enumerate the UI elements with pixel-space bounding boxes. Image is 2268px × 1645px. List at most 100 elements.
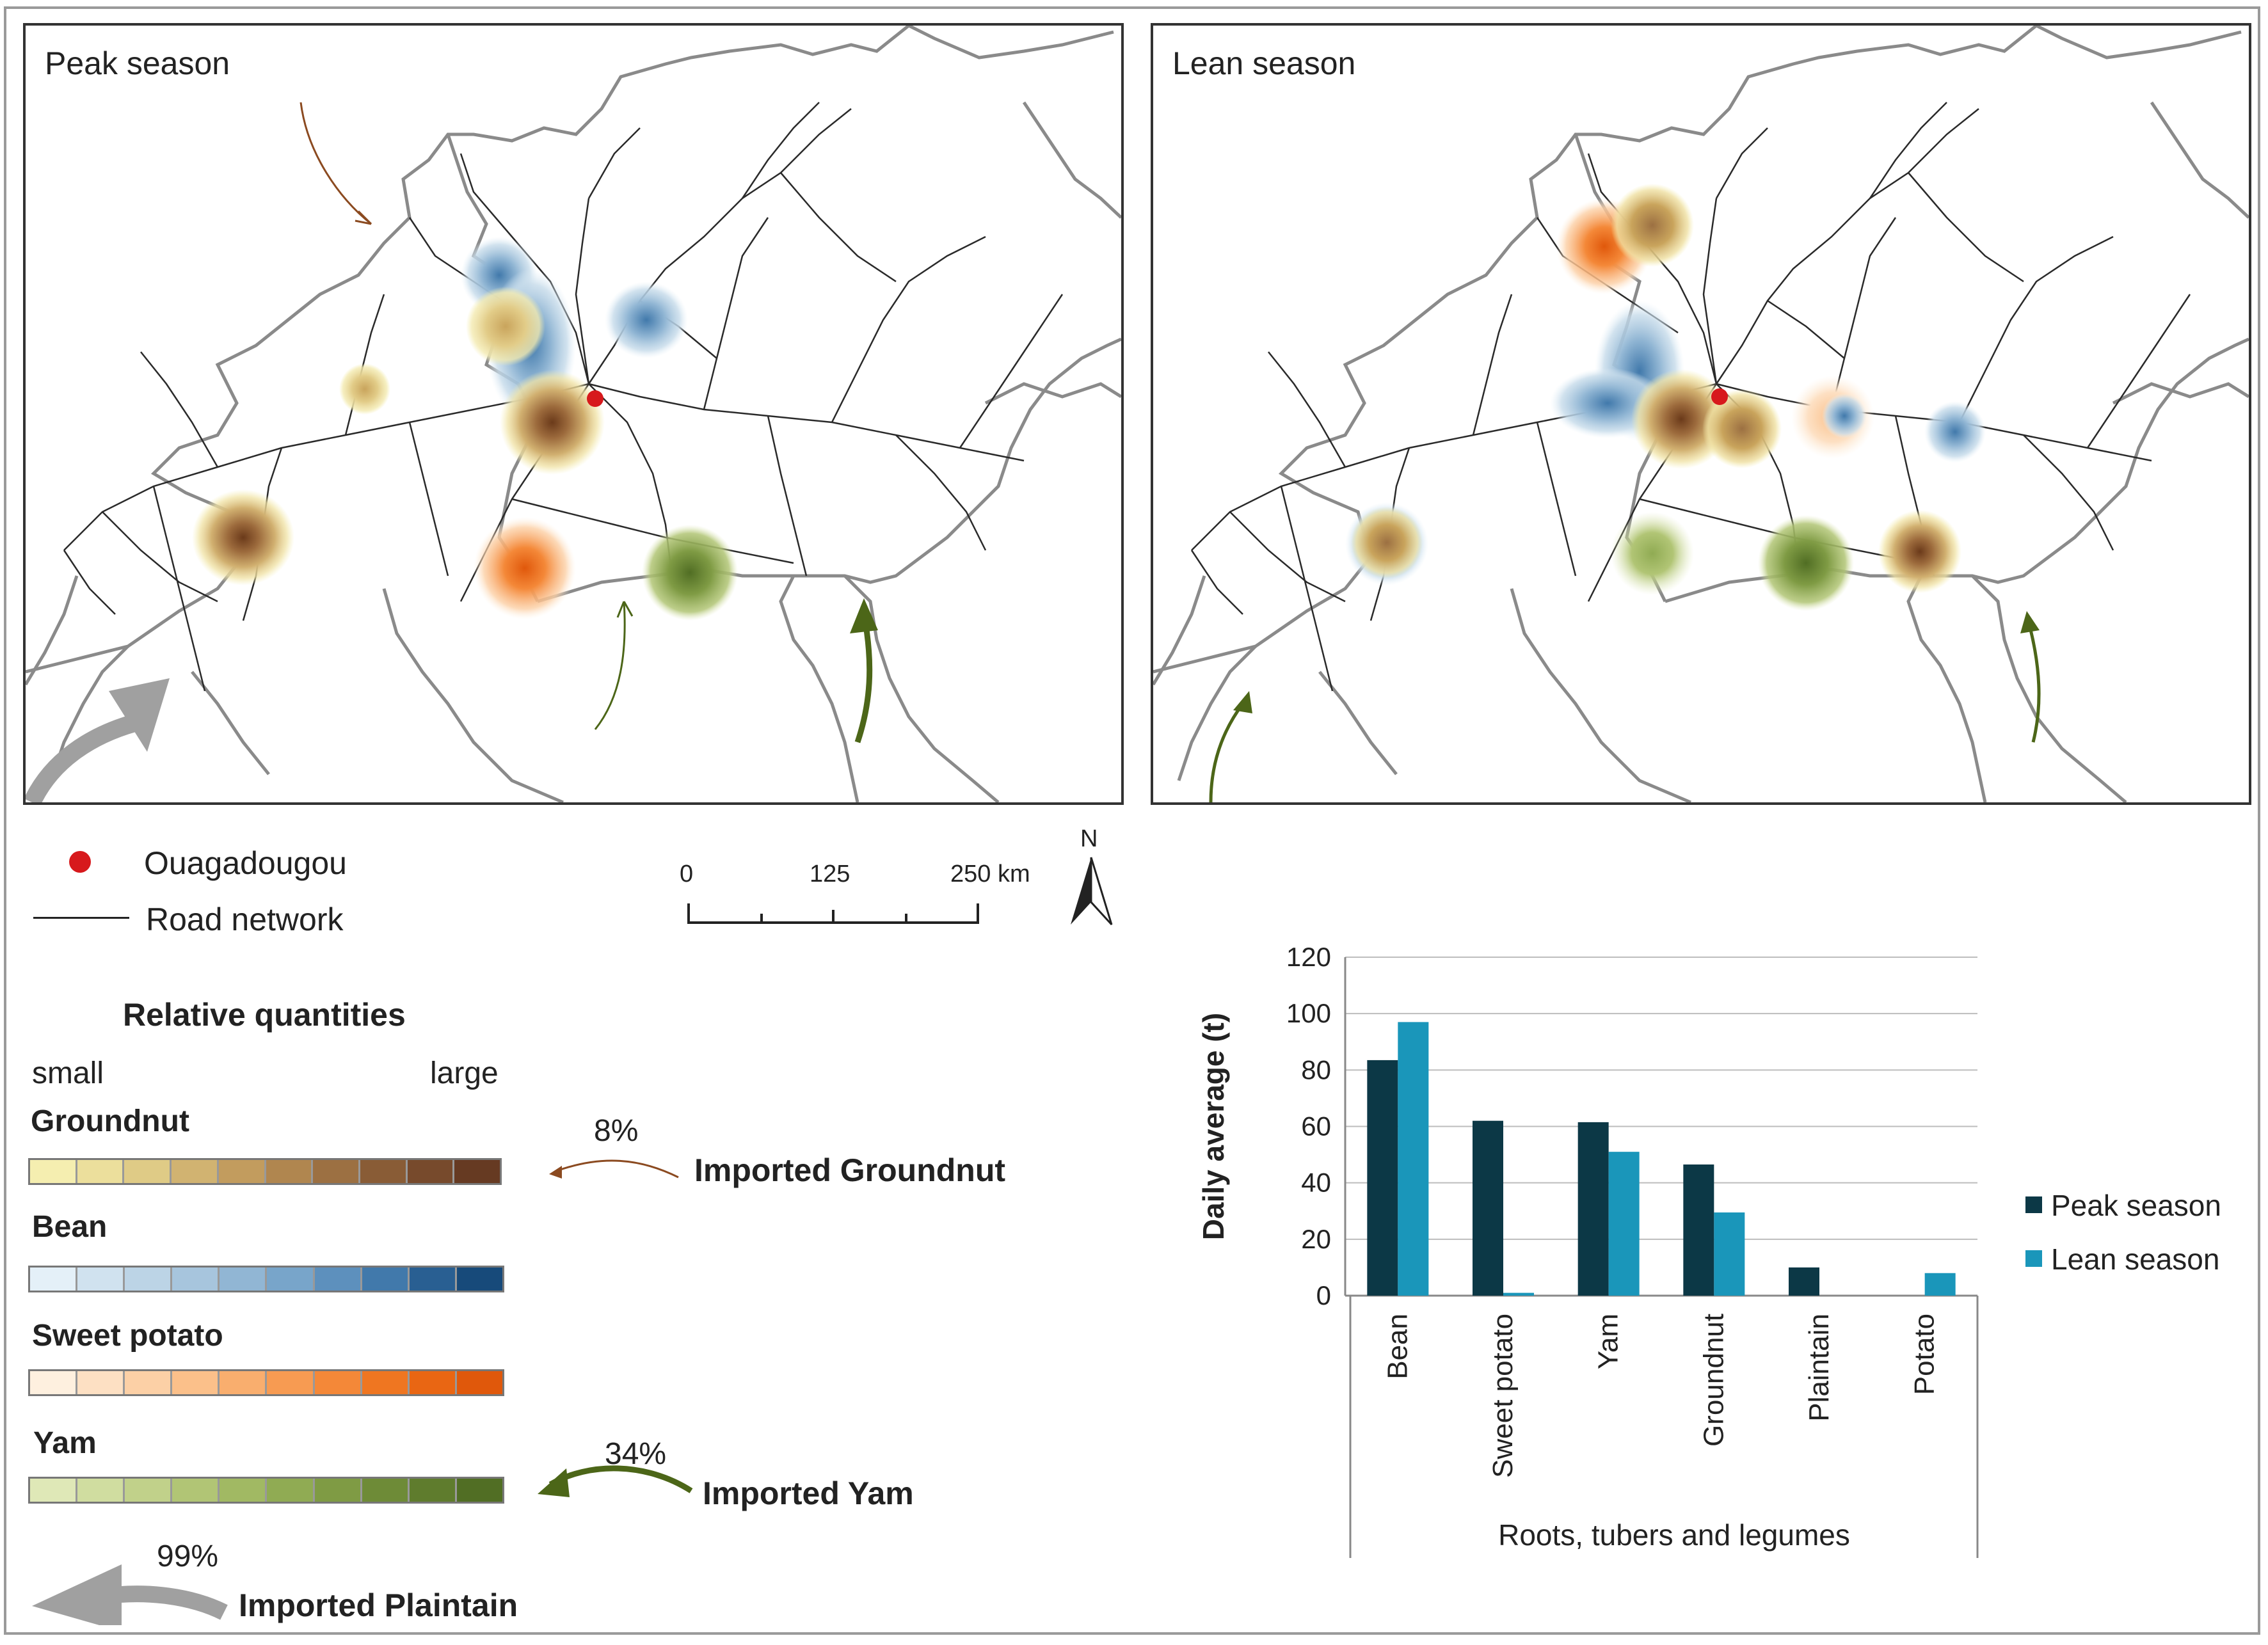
x-tick-label: Potato bbox=[1909, 1314, 1940, 1395]
ramp-swatch bbox=[362, 1268, 410, 1291]
legend-bean-ramp bbox=[28, 1266, 504, 1292]
bar-bean-peak-season bbox=[1367, 1060, 1398, 1296]
legend-groundnut-ramp bbox=[28, 1158, 502, 1185]
ramp-swatch bbox=[30, 1160, 77, 1183]
ramp-swatch bbox=[409, 1479, 457, 1502]
x-tick-label: Yam bbox=[1593, 1314, 1624, 1369]
ramp-swatch bbox=[409, 1268, 457, 1291]
map-peak-title: Peak season bbox=[45, 45, 230, 81]
ramp-swatch bbox=[267, 1268, 315, 1291]
bar-plaintain-peak-season bbox=[1789, 1267, 1819, 1296]
ramp-swatch bbox=[267, 1479, 315, 1502]
import-groundnut-pct: 8% bbox=[594, 1114, 639, 1148]
legend-groundnut-name: Groundnut bbox=[31, 1104, 189, 1138]
ramp-swatch bbox=[220, 1268, 268, 1291]
hotspot-groundnut-se bbox=[1878, 510, 1961, 593]
ramp-swatch bbox=[30, 1371, 78, 1394]
ramp-swatch bbox=[124, 1160, 172, 1183]
x-tick-label: Sweet potato bbox=[1487, 1314, 1519, 1478]
ramp-swatch bbox=[407, 1160, 455, 1183]
hotspot-groundnut-ouaga bbox=[500, 370, 605, 475]
legend-sweet-potato-ramp bbox=[28, 1369, 504, 1396]
ouagadougou-dot[interactable] bbox=[1711, 388, 1728, 405]
legend-road-line bbox=[33, 917, 129, 919]
ramp-swatch bbox=[362, 1479, 410, 1502]
ramp-swatch bbox=[454, 1160, 500, 1183]
bar-sweet-potato-lean-season bbox=[1503, 1292, 1534, 1296]
legend-import-arrows bbox=[32, 1159, 693, 1625]
hotspot-yam-south bbox=[642, 525, 738, 621]
hotspot-groundnut-sw bbox=[192, 489, 294, 585]
legend-road-label: Road network bbox=[146, 902, 344, 937]
hotspots-lean bbox=[1345, 184, 1986, 611]
hotspot-bean-east-small bbox=[1822, 393, 1867, 438]
x-axis-title: Roots, tubers and legumes bbox=[1498, 1518, 1850, 1552]
legend-small-label: small bbox=[32, 1056, 104, 1090]
hotspot-groundnut-north bbox=[466, 287, 545, 366]
ramp-swatch bbox=[30, 1479, 78, 1502]
bar-bean-lean-season bbox=[1398, 1022, 1429, 1296]
ramp-swatch bbox=[125, 1371, 173, 1394]
y-tick-label: 0 bbox=[1316, 1280, 1331, 1310]
arrow-import-yam-small bbox=[594, 601, 626, 730]
scale-bar bbox=[687, 903, 979, 924]
hotspot-yam-south-light bbox=[1611, 512, 1694, 595]
legend-sweet-potato-name: Sweet potato bbox=[32, 1319, 223, 1353]
legend-quantities-title: Relative quantities bbox=[123, 997, 406, 1033]
ramp-swatch bbox=[456, 1371, 502, 1394]
x-tick-label: Groundnut bbox=[1698, 1314, 1729, 1447]
import-groundnut-label: Imported Groundnut bbox=[694, 1152, 1006, 1188]
hotspot-groundnut-west bbox=[339, 363, 390, 415]
arrow-import-groundnut bbox=[299, 102, 372, 225]
ramp-swatch bbox=[220, 1371, 268, 1394]
legend-swatch-peak-season bbox=[2025, 1196, 2042, 1213]
import-plaintain-pct: 99% bbox=[157, 1539, 219, 1573]
ramp-swatch bbox=[362, 1371, 410, 1394]
import-arrows-peak bbox=[26, 102, 878, 802]
arrow-import-yam-west bbox=[1209, 703, 1245, 802]
arrow-import-yam-large bbox=[854, 614, 873, 743]
map-lean-season[interactable]: Lean season bbox=[1151, 23, 2251, 805]
figure-frame bbox=[4, 6, 2260, 1635]
ramp-swatch bbox=[30, 1268, 78, 1291]
ramp-swatch bbox=[267, 1371, 315, 1394]
ramp-swatch bbox=[77, 1479, 125, 1502]
bar-groundnut-lean-season bbox=[1714, 1212, 1745, 1296]
hotspot-groundnut-north bbox=[1611, 184, 1694, 267]
ramp-swatch bbox=[220, 1479, 268, 1502]
ramp-swatch bbox=[456, 1268, 502, 1291]
ramp-swatch bbox=[360, 1160, 408, 1183]
ramp-swatch bbox=[172, 1160, 219, 1183]
import-yam-pct: 34% bbox=[605, 1437, 667, 1471]
ramp-swatch bbox=[77, 1160, 125, 1183]
ramp-swatch bbox=[218, 1160, 266, 1183]
bar-sweet-potato-peak-season bbox=[1473, 1120, 1503, 1296]
map-peak-season[interactable]: Peak season bbox=[23, 23, 1124, 805]
ramp-swatch bbox=[409, 1371, 457, 1394]
legend-large-label: large bbox=[430, 1056, 499, 1090]
legend-city-label: Ouagadougou bbox=[144, 845, 347, 881]
import-plaintain-label: Imported Plaintain bbox=[239, 1587, 518, 1623]
legend-arrow-yam bbox=[548, 1465, 693, 1493]
legend-label-peak-season: Peak season bbox=[2051, 1189, 2221, 1222]
north-arrow-icon bbox=[1071, 857, 1113, 926]
bar-groundnut-peak-season bbox=[1683, 1164, 1714, 1296]
hotspot-groundnut-sw bbox=[1351, 507, 1423, 578]
ramp-swatch bbox=[125, 1268, 173, 1291]
legend-yam-ramp bbox=[28, 1477, 504, 1504]
map-lean-title: Lean season bbox=[1172, 45, 1356, 81]
legend-arrow-groundnut bbox=[556, 1159, 679, 1179]
scale-tick-250: 250 km bbox=[950, 861, 1030, 887]
legend-yam-name: Yam bbox=[33, 1426, 97, 1460]
ramp-swatch bbox=[313, 1160, 360, 1183]
ramp-swatch bbox=[172, 1371, 220, 1394]
ouagadougou-dot[interactable] bbox=[587, 390, 603, 407]
x-tick-label: Plaintain bbox=[1803, 1314, 1835, 1422]
y-tick-label: 100 bbox=[1286, 998, 1331, 1028]
import-yam-label: Imported Yam bbox=[703, 1475, 914, 1511]
y-tick-label: 60 bbox=[1301, 1111, 1331, 1141]
map-lean-canvas bbox=[1153, 26, 2249, 802]
bar-yam-lean-season bbox=[1608, 1152, 1640, 1296]
legend-label-lean-season: Lean season bbox=[2051, 1243, 2219, 1276]
hotspots-peak bbox=[192, 237, 738, 621]
